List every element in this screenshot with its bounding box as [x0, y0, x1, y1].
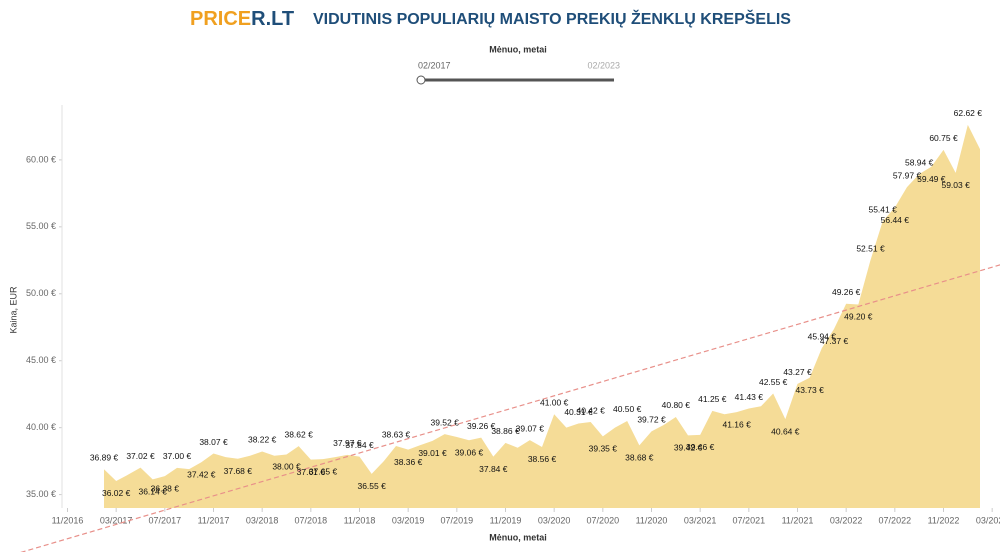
x-tick-label: 11/2020 — [636, 515, 668, 525]
y-tick-label: 55.00 € — [26, 221, 56, 231]
x-tick-label: 11/2018 — [344, 515, 376, 525]
data-label: 39.52 € — [430, 417, 459, 427]
data-label: 38.63 € — [382, 429, 411, 439]
data-label: 39.07 € — [516, 423, 545, 433]
data-label: 40.50 € — [613, 404, 642, 414]
data-label: 38.62 € — [284, 429, 313, 439]
data-label: 41.25 € — [698, 394, 727, 404]
x-tick-label: 03/2017 — [100, 515, 133, 525]
x-tick-label: 07/2018 — [295, 515, 328, 525]
data-label: 43.73 € — [795, 385, 824, 395]
data-label: 38.36 € — [394, 457, 423, 467]
data-label: 38.22 € — [248, 435, 277, 445]
data-label: 37.65 € — [309, 466, 338, 476]
data-label: 37.84 € — [345, 440, 374, 450]
data-label: 36.38 € — [151, 483, 180, 493]
y-tick-label: 60.00 € — [26, 154, 56, 164]
data-label: 39.06 € — [455, 448, 484, 458]
data-label: 36.55 € — [357, 481, 386, 491]
trend-line — [20, 264, 1000, 552]
y-tick-label: 45.00 € — [26, 355, 56, 365]
filter-to: 02/2023 — [587, 60, 620, 70]
logo-part: PRICE — [190, 8, 251, 30]
area — [104, 124, 980, 509]
y-tick-label: 50.00 € — [26, 288, 56, 298]
data-label: 62.62 € — [954, 108, 983, 118]
data-label: 47.37 € — [820, 336, 849, 346]
data-label: 41.16 € — [722, 419, 751, 429]
data-label: 39.01 € — [418, 448, 447, 458]
data-label: 36.14 € — [138, 487, 167, 497]
data-label: 49.20 € — [844, 312, 873, 322]
x-tick-label: 03/2023 — [976, 515, 1000, 525]
data-label: 36.89 € — [90, 453, 119, 463]
x-tick-label: 11/2022 — [928, 515, 960, 525]
data-label: 37.42 € — [187, 469, 216, 479]
data-label: 40.80 € — [662, 400, 691, 410]
x-tick-label: 11/2019 — [490, 515, 522, 525]
x-tick-label: 07/2022 — [879, 515, 912, 525]
data-label: 38.00 € — [272, 462, 301, 472]
x-tick-label: 07/2021 — [733, 515, 766, 525]
x-tick-label: 03/2022 — [830, 515, 863, 525]
data-label: 40.31 € — [564, 407, 593, 417]
data-label: 58.94 € — [905, 157, 934, 167]
data-label: 37.02 € — [126, 451, 155, 461]
data-label: 37.84 € — [479, 464, 508, 474]
filter-from: 02/2017 — [418, 60, 451, 70]
x-tick-label: 03/2021 — [684, 515, 717, 525]
data-label: 37.00 € — [163, 451, 192, 461]
x-tick-label: 11/2017 — [198, 515, 230, 525]
y-tick-label: 40.00 € — [26, 422, 56, 432]
data-label: 36.02 € — [102, 488, 131, 498]
x-tick-label: 11/2021 — [782, 515, 814, 525]
data-label: 38.07 € — [199, 437, 228, 447]
data-label: 40.64 € — [771, 426, 800, 436]
data-label: 49.26 € — [832, 287, 861, 297]
x-axis-label: Mėnuo, metai — [489, 532, 547, 542]
data-label: 37.97 € — [333, 438, 362, 448]
data-label: 39.46 € — [686, 442, 715, 452]
x-tick-label: 03/2019 — [392, 515, 425, 525]
logo-part: R.LT — [251, 8, 294, 30]
x-tick-label: 07/2020 — [587, 515, 620, 525]
slider-handle[interactable] — [416, 75, 426, 85]
x-tick-label: 07/2017 — [149, 515, 182, 525]
data-label: 39.35 € — [589, 444, 618, 454]
data-label: 59.49 € — [917, 174, 946, 184]
data-label: 55.41 € — [868, 205, 897, 215]
data-label: 37.61 € — [297, 467, 326, 477]
logo: PRICER.LT — [190, 8, 294, 30]
data-label: 60.75 € — [929, 133, 958, 143]
data-label: 45.94 € — [808, 331, 837, 341]
filter-label: Mėnuo, metai — [489, 44, 547, 54]
data-label: 39.72 € — [637, 415, 666, 425]
data-label: 57.97 € — [893, 170, 922, 180]
data-label: 42.55 € — [759, 377, 788, 387]
data-label: 38.56 € — [528, 454, 557, 464]
data-label: 41.43 € — [735, 392, 764, 402]
y-tick-label: 35.00 € — [26, 489, 56, 499]
data-label: 43.27 € — [783, 367, 812, 377]
data-label: 41.00 € — [540, 398, 569, 408]
data-label: 39.42 € — [674, 443, 703, 453]
data-label: 38.68 € — [625, 453, 654, 463]
chart-title: VIDUTINIS POPULIARIŲ MAISTO PREKIŲ ŽENKL… — [313, 9, 791, 28]
data-label: 52.51 € — [856, 243, 885, 253]
data-label: 40.42 € — [576, 405, 605, 415]
x-tick-label: 07/2019 — [441, 515, 474, 525]
x-tick-label: 11/2016 — [52, 515, 84, 525]
data-label: 59.03 € — [941, 180, 970, 190]
y-axis-label: Kaina, EUR — [8, 286, 18, 334]
data-label: 37.68 € — [224, 466, 253, 476]
x-tick-label: 03/2020 — [538, 515, 571, 525]
data-label: 39.26 € — [467, 421, 496, 431]
data-label: 56.44 € — [881, 215, 910, 225]
data-label: 38.86 € — [491, 426, 520, 436]
x-tick-label: 03/2018 — [246, 515, 279, 525]
